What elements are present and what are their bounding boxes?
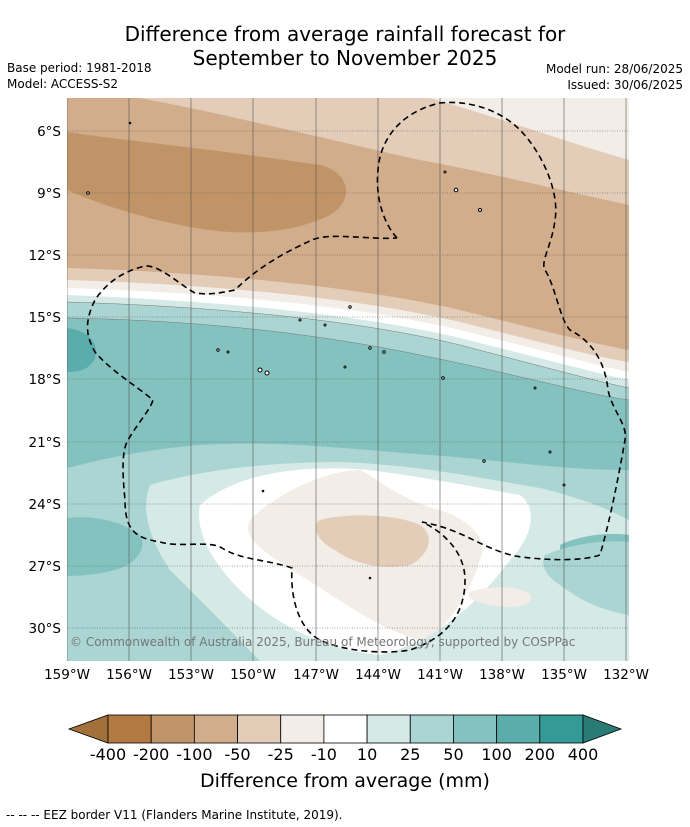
lat-label: 18°S (29, 372, 62, 388)
issued-date: Issued: 30/06/2025 (567, 78, 683, 92)
lat-label: 21°S (29, 435, 62, 451)
copyright-notice: © Commonwealth of Australia 2025, Bureau… (70, 635, 575, 649)
colorbar-segment (150, 714, 195, 744)
lat-label: 30°S (29, 621, 62, 637)
lon-label: 135°W (541, 667, 587, 683)
colorbar-tick-label: -100 (176, 745, 213, 764)
metadata-left: Base period: 1981-2018 Model: ACCESS-S2 (7, 60, 152, 92)
longitude-gridlines (67, 98, 627, 661)
longitude-axis: 159°W 156°W 153°W 150°W 147°W 144°W 141°… (44, 667, 649, 683)
colorbar-segment (366, 714, 411, 744)
title-line-2: September to November 2025 (192, 46, 498, 70)
band-minus-100-core (67, 132, 347, 233)
colorbar (67, 714, 623, 744)
lon-label: 147°W (293, 667, 339, 683)
band-minus-25-core-south (315, 515, 429, 567)
model-name: Model: ACCESS-S2 (7, 77, 119, 91)
lat-label: 9°S (37, 186, 61, 202)
map-title: Difference from average rainfall forecas… (0, 22, 690, 70)
lon-label: 150°W (230, 667, 276, 683)
title-line-1: Difference from average rainfall forecas… (124, 22, 566, 46)
lat-label: 12°S (29, 248, 62, 264)
colorbar-tick-label: -25 (267, 745, 294, 764)
colorbar-extend-high (582, 714, 623, 744)
band-minus-10-north (430, 98, 629, 160)
model-run-date: Model run: 28/06/2025 (545, 62, 683, 76)
lon-label: 156°W (106, 667, 152, 683)
band-plus-50-southwest (67, 517, 143, 576)
band-minus-10-east-patch (468, 587, 531, 607)
colorbar-segment (193, 714, 238, 744)
colorbar-label: Difference from average (mm) (200, 770, 490, 792)
colorbar-segment (280, 714, 325, 744)
colorbar-tick-label: 400 (567, 745, 599, 764)
base-period: Base period: 1981-2018 (7, 61, 152, 75)
lon-label: 159°W (44, 667, 90, 683)
colorbar-segment (323, 714, 368, 744)
lon-label: 141°W (417, 667, 463, 683)
band-minus-25-north (140, 98, 629, 205)
lat-label: 27°S (29, 559, 62, 575)
lon-label: 132°W (603, 667, 649, 683)
lat-label: 24°S (29, 497, 62, 513)
colorbar-segment (409, 714, 454, 744)
eez-footnote: -- -- -- EEZ border V11 (Flanders Marine… (6, 808, 343, 822)
lon-label: 144°W (355, 667, 401, 683)
colorbar-tick-label: -10 (310, 745, 337, 764)
colorbar-tick-label: -200 (133, 745, 170, 764)
latitude-axis: 6°S 9°S 12°S 15°S 18°S 21°S 24°S 27°S 30… (29, 124, 62, 637)
colorbar-segment (107, 714, 152, 744)
contour-line (67, 317, 629, 401)
colorbar-segment (453, 714, 498, 744)
lat-label: 6°S (37, 124, 61, 140)
band-plus-50 (67, 318, 629, 470)
colorbar-segment (237, 714, 282, 744)
colorbar-tick-label: 100 (481, 745, 512, 764)
colorbar-tick-label: 10 (356, 745, 378, 764)
latitude-gridlines (67, 130, 629, 629)
colorbar-extend-low (67, 714, 109, 744)
metadata-right: Model run: 28/06/2025 Issued: 30/06/2025 (546, 61, 683, 93)
colorbar-tick-label: 50 (443, 745, 464, 764)
colorbar-tick-label: -400 (89, 745, 127, 764)
lon-label: 138°W (479, 667, 525, 683)
colorbar-segment (496, 714, 541, 744)
lon-label: 153°W (168, 667, 214, 683)
colorbar-tick-label: 25 (400, 745, 421, 764)
contour-line (67, 301, 629, 389)
colorbar-tick-label: 200 (524, 745, 556, 764)
lat-label: 15°S (29, 310, 62, 326)
colorbar-segment (539, 714, 584, 744)
colorbar-tick-label: -50 (224, 745, 251, 764)
map-plot-area (67, 98, 629, 661)
islands (86, 121, 566, 580)
